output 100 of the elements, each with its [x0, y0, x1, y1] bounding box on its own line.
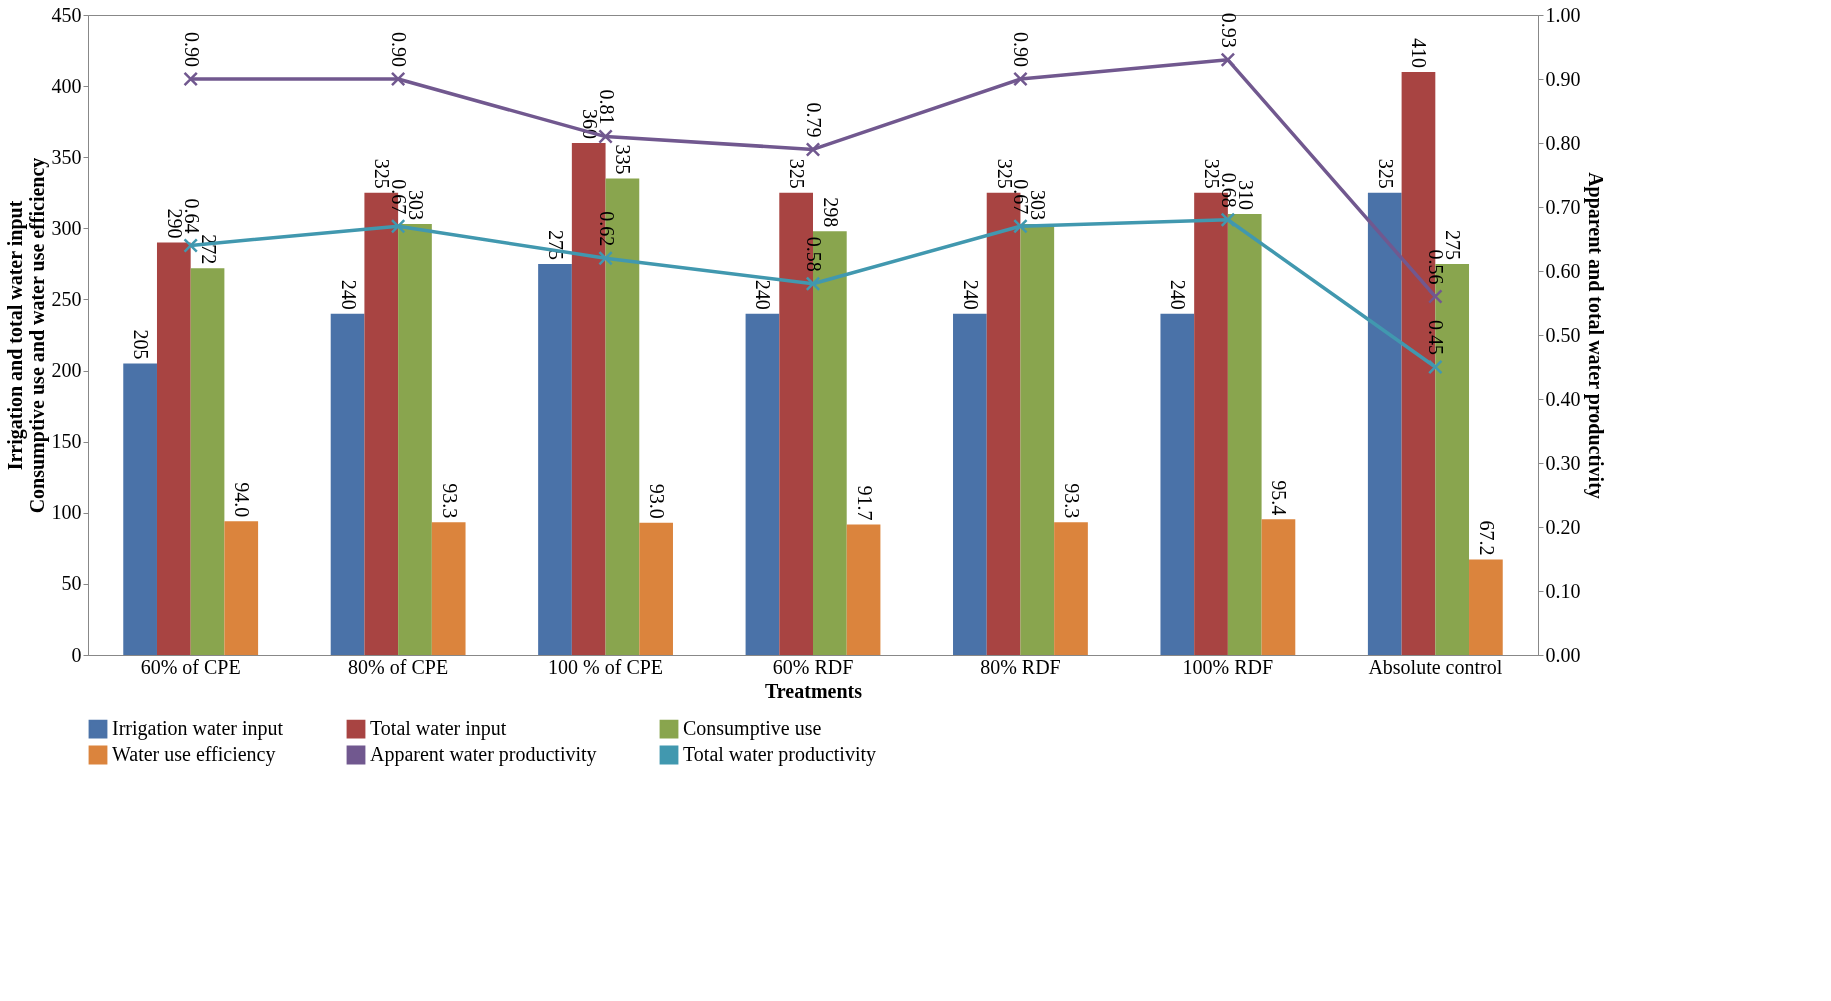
data-label: 303 [1027, 190, 1050, 221]
data-label: 93.3 [438, 483, 461, 519]
point [805, 142, 821, 157]
point [598, 129, 613, 144]
bar [190, 268, 225, 655]
point [390, 71, 406, 87]
point [1013, 71, 1028, 87]
bar [953, 313, 987, 655]
bar [156, 242, 191, 655]
data-label: 93.3 [1061, 483, 1083, 519]
bar [1469, 559, 1503, 655]
x-tick-label: 100 % of CPE [548, 655, 664, 678]
legend-label: Total water productivity [683, 743, 876, 766]
bar [745, 313, 780, 655]
point [805, 276, 821, 292]
y2-tick-label: 0.90 [1545, 67, 1581, 90]
y2-tick-label: 0.30 [1545, 451, 1581, 474]
data-label: 335 [612, 144, 635, 175]
data-label: 0.62 [595, 211, 618, 247]
x-tick-label: 100% RDF [1182, 655, 1274, 678]
y2-tick-label: 0.60 [1545, 259, 1581, 282]
bar [398, 224, 432, 655]
point [1427, 289, 1443, 304]
y-tick-label: 200 [51, 359, 82, 382]
y-tick-label: 450 [51, 3, 82, 26]
data-label: 0.58 [803, 236, 825, 272]
bar [123, 363, 157, 655]
data-label: 240 [1167, 279, 1190, 310]
data-label: 0.90 [180, 32, 203, 67]
bar [538, 263, 572, 655]
data-label: 93.0 [646, 483, 669, 519]
data-label: 275 [545, 229, 567, 260]
data-label: 325 [786, 158, 809, 189]
data-label: 0.93 [1217, 12, 1240, 48]
bar [224, 521, 259, 655]
y-tick-label: 300 [51, 216, 82, 239]
data-label: 0.79 [803, 102, 825, 138]
legend-label: Total water input [370, 717, 507, 741]
data-label: 290 [163, 208, 186, 239]
data-label: 410 [1408, 37, 1431, 68]
y2-tick-label: 0.00 [1545, 643, 1581, 666]
x-tick-label: 60% of CPE [140, 655, 241, 678]
y-tick-label: 250 [51, 287, 82, 310]
point [183, 238, 199, 253]
data-label: 325 [1374, 158, 1397, 189]
data-label: 0.90 [388, 32, 411, 67]
data-label: 0.90 [1010, 32, 1033, 67]
data-label: 240 [337, 279, 360, 310]
bar [330, 313, 365, 655]
point [1013, 218, 1028, 234]
data-label: 240 [752, 279, 775, 310]
bar [1261, 519, 1296, 655]
y2-axis-title: Apparent and total water productivity [1583, 172, 1607, 499]
y2-tick-label: 0.80 [1545, 131, 1581, 154]
legend-label: Water use efficiency [112, 743, 276, 766]
data-label: 240 [959, 279, 982, 310]
x-tick-label: 60% RDF [772, 655, 854, 678]
point [390, 218, 406, 234]
bar [1367, 192, 1402, 655]
y2-tick-label: 0.50 [1545, 323, 1581, 346]
y-tick-label: 350 [51, 145, 82, 168]
bar [1054, 522, 1088, 655]
y2-tick-label: 0.40 [1545, 387, 1581, 410]
y2-tick-label: 1.00 [1545, 3, 1581, 26]
point [598, 250, 613, 266]
x-axis-title: Treatments [764, 679, 863, 702]
legend-label: Apparent water productivity [370, 743, 597, 766]
data-label: 0.45 [1425, 320, 1448, 355]
y-tick-label: 100 [51, 501, 82, 524]
legend-label: Consumptive use [683, 717, 822, 741]
point [1220, 52, 1236, 68]
point [1220, 212, 1236, 228]
y2-tick-label: 0.70 [1545, 195, 1581, 218]
y2-tick-label: 0.10 [1545, 579, 1581, 602]
bar [846, 524, 881, 655]
bar [1020, 224, 1055, 655]
point [183, 71, 199, 87]
data-label: 298 [819, 197, 842, 228]
x-tick-label: 80% of CPE [348, 655, 449, 678]
y-axis-title: Irrigation and total water input Consumptive use and water use efficiency [3, 157, 49, 514]
bar [639, 522, 673, 655]
data-label: 272 [197, 234, 220, 265]
data-label: 95.4 [1268, 480, 1291, 516]
y-tick-label: 150 [51, 430, 82, 453]
x-tick-label: Absolute control [1368, 655, 1503, 678]
data-label: 205 [130, 329, 153, 360]
data-label: 91.7 [853, 485, 876, 521]
y2-tick-label: 0.20 [1545, 515, 1581, 538]
y-tick-label: 0 [71, 643, 82, 666]
x-tick-label: 80% RDF [980, 655, 1061, 678]
bar [431, 522, 466, 655]
data-label: 275 [1442, 229, 1465, 260]
bar [1160, 313, 1195, 655]
data-label: 67.2 [1475, 520, 1498, 556]
bar [1227, 214, 1262, 655]
point [1427, 359, 1443, 375]
y-tick-label: 400 [51, 74, 82, 97]
data-label: 94.0 [231, 482, 254, 518]
y-tick-label: 50 [61, 572, 82, 595]
legend-label: Irrigation water input [112, 717, 284, 741]
